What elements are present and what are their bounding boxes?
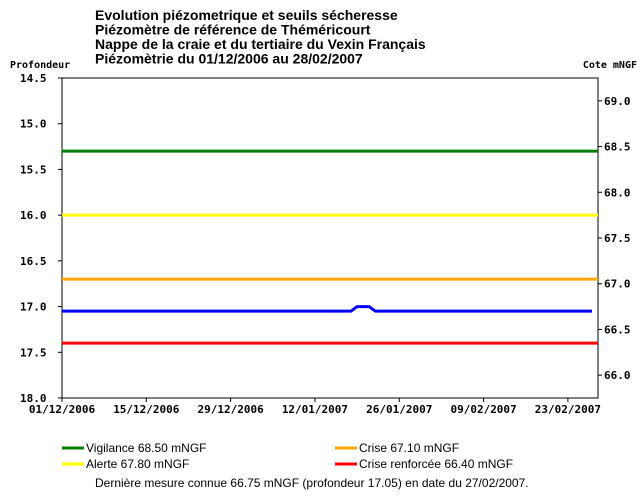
legend-label: Crise 67.10 mNGF <box>359 441 459 455</box>
left-tick-label: 17.5 <box>20 346 47 359</box>
left-axis-ticks: 14.5 15.0 15.5 16.0 16.5 17.0 17.5 18.0 <box>20 72 62 405</box>
right-tick-label: 66.5 <box>604 323 631 336</box>
chart-title-line: Piézomètrie du 01/12/2006 au 28/02/2007 <box>95 51 363 67</box>
legend-label: Crise renforcée 66.40 mNGF <box>359 457 513 471</box>
x-tick-label: 26/01/2007 <box>366 403 432 416</box>
right-tick-label: 67.5 <box>604 232 631 245</box>
chart-title-line: Evolution piézometrique et seuils sécher… <box>95 7 398 23</box>
left-tick-label: 14.5 <box>20 72 47 85</box>
chart-title-line: Piézomètre de référence de Théméricourt <box>95 22 371 38</box>
left-tick-label: 17.0 <box>20 301 47 314</box>
right-tick-label: 67.0 <box>604 278 631 291</box>
right-tick-label: 68.5 <box>604 141 631 154</box>
x-tick-label: 12/01/2007 <box>282 403 348 416</box>
x-tick-label: 01/12/2006 <box>29 403 96 416</box>
plot-area <box>61 77 599 399</box>
left-axis-label: Profondeur <box>10 60 70 71</box>
x-axis-ticks: 01/12/2006 15/12/2006 29/12/2006 12/01/2007… <box>29 398 601 416</box>
series-line <box>62 305 592 313</box>
left-tick-label: 18.0 <box>20 392 47 405</box>
right-axis-ticks: 69.0 68.5 68.0 67.5 67.0 66.5 66.0 <box>598 95 631 382</box>
right-tick-label: 69.0 <box>604 95 631 108</box>
x-tick-label: 09/02/2007 <box>450 403 516 416</box>
x-tick-label: 29/12/2006 <box>198 403 265 416</box>
legend: Vigilance 68.50 mNGF Crise 67.10 mNGF Aler… <box>62 441 513 471</box>
chart-title-line: Nappe de la craie et du tertiaire du Vex… <box>95 36 426 52</box>
last-measure-note: Dernière mesure connue 66.75 mNGF (profo… <box>95 476 529 490</box>
left-tick-label: 16.0 <box>20 209 47 222</box>
chart-titles: Evolution piézometrique et seuils sécher… <box>95 7 426 67</box>
left-tick-label: 16.5 <box>20 255 47 268</box>
left-tick-label: 15.0 <box>20 118 47 131</box>
right-tick-label: 66.0 <box>604 369 631 382</box>
legend-label: Alerte 67.80 mNGF <box>86 457 189 471</box>
right-tick-label: 68.0 <box>604 186 631 199</box>
x-tick-label: 15/12/2006 <box>113 403 180 416</box>
right-axis-label: Cote mNGF <box>583 60 637 71</box>
legend-label: Vigilance 68.50 mNGF <box>86 441 207 455</box>
x-tick-label: 23/02/2007 <box>535 403 601 416</box>
threshold-lines <box>62 149 598 345</box>
series-lines <box>62 305 592 313</box>
left-tick-label: 15.5 <box>20 163 47 176</box>
